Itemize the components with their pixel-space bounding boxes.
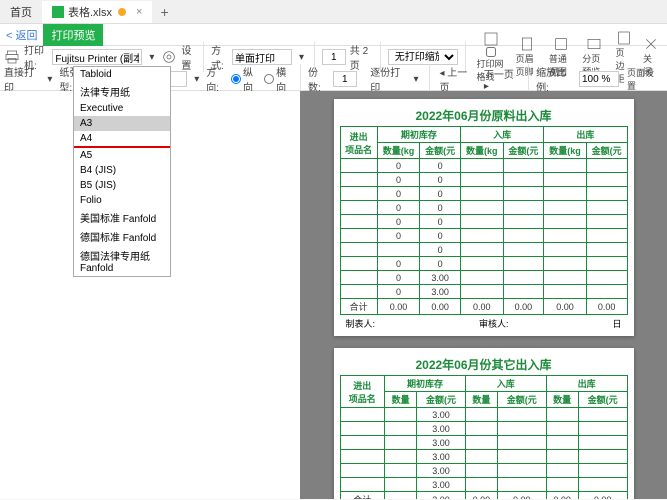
preview-page-1: 2022年06月份原料出入库 进出 项品名期初库存入库出库数量(kg金额(元数量… — [334, 99, 634, 336]
footer-left: 制表人: — [346, 317, 376, 330]
paper-option[interactable]: A4 — [74, 131, 170, 146]
mode-drop-icon[interactable]: ▾ — [296, 51, 307, 64]
paper-size-dropdown: Tabloid法律专用纸ExecutiveA3A4 A5B4 (JIS)B5 (J… — [73, 66, 171, 277]
tab-home[interactable]: 首页 — [0, 1, 42, 23]
paper-option[interactable]: 法律专用纸 — [74, 82, 170, 101]
tab-close-icon[interactable]: × — [136, 6, 142, 18]
paper-option[interactable]: 德国法律专用纸 Fanfold — [74, 246, 170, 276]
paper-option[interactable]: B5 (JIS) — [74, 178, 170, 193]
tab-file-label: 表格.xlsx — [68, 4, 112, 20]
report2-title: 2022年06月份其它出入库 — [340, 354, 628, 375]
collate-drop-icon[interactable]: ▾ — [411, 73, 422, 86]
report2-table: 进出 项品名期初库存入库出库数量金额(元数量金额(元数量金额(元3.003.00… — [340, 375, 628, 499]
gridlines-checkbox[interactable] — [486, 47, 496, 57]
report1-footer: 制表人: 审核人: 日 — [340, 315, 628, 330]
paper-option[interactable]: 美国标准 Fanfold — [74, 208, 170, 227]
direct-print-label[interactable]: 直接打印 — [4, 64, 40, 94]
scale-label: 缩放比例: — [536, 64, 575, 94]
footer-mid: 审核人: — [479, 317, 509, 330]
current-tab[interactable]: 打印预览 — [43, 24, 103, 46]
footer-right: 日 — [612, 317, 621, 330]
paper-option[interactable]: Folio — [74, 193, 170, 208]
paper-option[interactable]: B4 (JIS) — [74, 163, 170, 178]
tab-add-button[interactable]: + — [152, 4, 176, 20]
orient-landscape[interactable]: 横向 — [264, 64, 293, 94]
orient-label: 方向: — [206, 64, 227, 94]
drop-icon[interactable]: ▾ — [146, 51, 157, 64]
app-tabbar: 首页 表格.xlsx × + — [0, 0, 667, 24]
settings-icon[interactable] — [161, 48, 177, 66]
report1-table: 进出 项品名期初库存入库出库数量(kg金额(元数量(kg金额(元数量(kg金额(… — [340, 126, 628, 315]
preview-page-2: 2022年06月份其它出入库 进出 项品名期初库存入库出库数量金额(元数量金额(… — [334, 348, 634, 499]
ps2-label: 页面设置 — [627, 66, 659, 92]
copies-label: 份数: — [308, 64, 329, 94]
excel-icon — [52, 6, 64, 18]
collate-label: 逐份打印 — [370, 64, 406, 94]
paper-option[interactable]: A3 — [74, 116, 170, 131]
tab-home-label: 首页 — [10, 7, 32, 19]
page-input[interactable] — [322, 49, 346, 65]
paper-option[interactable]: Tabloid — [74, 67, 170, 82]
print-preview-panel[interactable]: 2022年06月份原料出入库 进出 项品名期初库存入库出库数量(kg金额(元数量… — [300, 91, 667, 499]
paper-option[interactable]: 德国标准 Fanfold — [74, 227, 170, 246]
next-page-button[interactable]: 下一页 ▸ — [481, 65, 521, 93]
paper-option[interactable]: A5 — [74, 148, 170, 163]
paper-drop-icon[interactable]: ▾ — [191, 73, 202, 86]
mode-select[interactable] — [232, 49, 292, 65]
paper-option[interactable]: Executive — [74, 101, 170, 116]
page-setup2-button[interactable]: 页面设置 — [623, 66, 663, 92]
tab-file[interactable]: 表格.xlsx × — [42, 1, 152, 23]
back-button[interactable]: < 返回 — [0, 27, 43, 43]
copies-input[interactable] — [333, 71, 357, 87]
settings-label[interactable]: 设置 — [181, 42, 196, 72]
orient-portrait[interactable]: 纵向 — [231, 64, 260, 94]
printer-select[interactable] — [52, 49, 142, 65]
report1-title: 2022年06月份原料出入库 — [340, 105, 628, 126]
scale-input[interactable] — [579, 71, 619, 87]
direct-drop-icon[interactable]: ▾ — [44, 73, 55, 86]
tab-dirty-dot-icon — [118, 8, 126, 16]
